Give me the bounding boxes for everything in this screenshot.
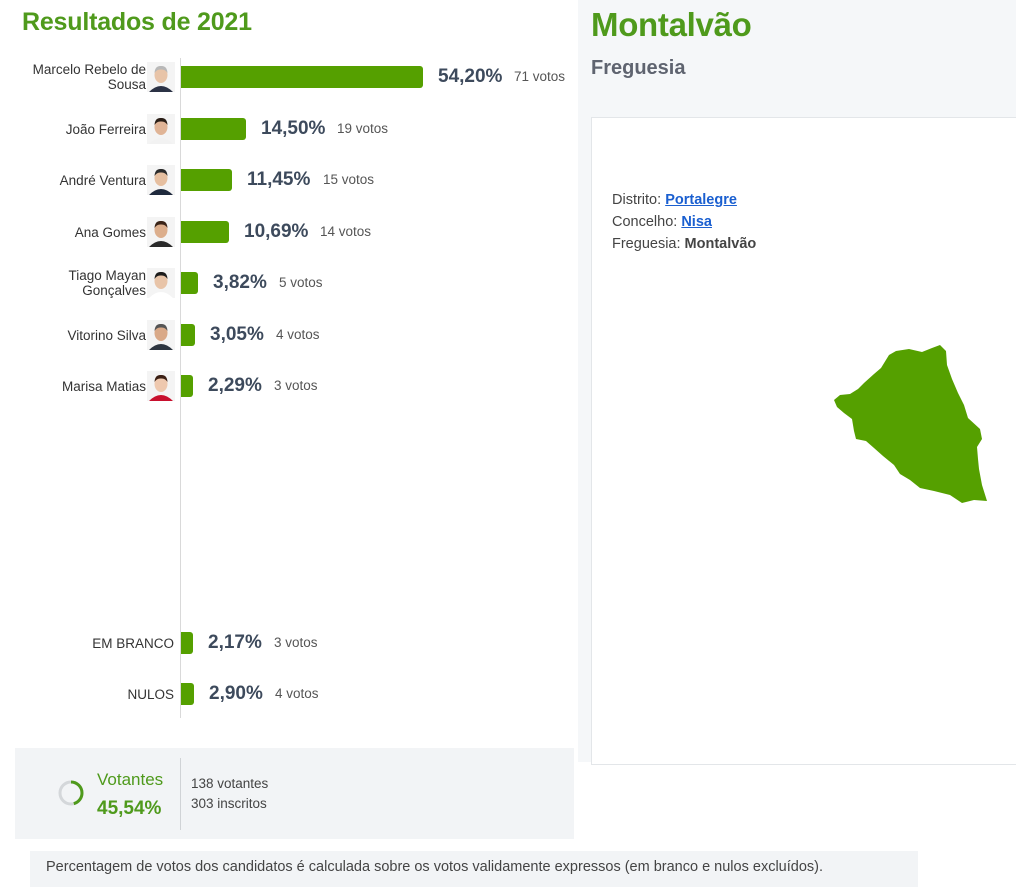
place-type: Freguesia (591, 57, 686, 79)
bar-value-label: 14,50% (261, 118, 326, 139)
chart-bar (181, 169, 232, 191)
candidate-photo-icon (147, 320, 175, 350)
bar-value-label: 10,69% (244, 221, 309, 242)
municipality-link[interactable]: Nisa (681, 214, 712, 230)
results-bar-chart: Marcelo Rebelo de Sousa 54,20% 71 votos Joã… (0, 0, 580, 740)
parish-line: Freguesia: Montalvão (612, 236, 756, 252)
bar-votes-label: 14 votos (320, 224, 372, 239)
chart-row: Marcelo Rebelo de Sousa 54,20% 71 votos (0, 60, 580, 94)
candidate-name: NULOS (127, 686, 174, 702)
results-panel: Resultados de 2021 Marcelo Rebelo de Sou… (0, 0, 580, 839)
bar-value-label: 2,90% (209, 683, 263, 704)
district-label: Distrito: (612, 192, 662, 208)
bar-votes-label: 5 votos (279, 275, 323, 290)
candidate-name: Marcelo Rebelo de Sousa (32, 62, 146, 92)
turnout-label: Votantes (97, 770, 164, 789)
chart-row: Marisa Matias 2,29% 3 votos (0, 369, 580, 403)
chart-bar (181, 272, 198, 294)
bar-value-label: 3,05% (210, 324, 264, 345)
chart-bar (181, 118, 246, 140)
turnout-ring-icon (58, 780, 84, 806)
municipality-line: Concelho: Nisa (612, 214, 712, 230)
chart-axis-line (180, 58, 181, 718)
candidate-name: Marisa Matias (61, 378, 146, 394)
turnout-box: Votantes 45,54% 138 votantes 303 inscrit… (15, 748, 574, 839)
chart-row: Ana Gomes 10,69% 14 votos (0, 215, 580, 249)
candidate-name: EM BRANCO (92, 635, 174, 651)
chart-bar (181, 375, 193, 397)
chart-row: André Ventura 11,45% 15 votos (0, 163, 580, 197)
bar-votes-label: 3 votos (274, 635, 318, 650)
candidate-photo-icon (147, 371, 175, 401)
district-link[interactable]: Portalegre (665, 192, 737, 208)
bar-value-label: 3,82% (213, 272, 267, 293)
parish-map-shape-icon (834, 345, 987, 503)
bar-votes-label: 4 votos (276, 327, 320, 342)
parish-value: Montalvão (684, 236, 757, 252)
chart-row: João Ferreira 14,50% 19 votos (0, 112, 580, 146)
candidate-name: Vitorino Silva (67, 327, 146, 343)
bar-votes-label: 19 votos (337, 121, 389, 136)
chart-row: NULOS 2,90% 4 votos (0, 677, 580, 711)
place-info-card: Distrito: Portalegre Concelho: Nisa Freg… (591, 117, 1016, 765)
candidate-photo-icon (147, 165, 175, 195)
candidate-name: Tiago Mayan Gonçalves (68, 268, 146, 298)
candidate-photo-icon (147, 268, 175, 298)
turnout-voters: 138 votantes (191, 776, 269, 791)
candidate-name: João Ferreira (65, 121, 146, 137)
candidate-photo-icon (147, 62, 175, 92)
candidate-name: Ana Gomes (74, 224, 146, 240)
footnote: Percentagem de votos dos candidatos é ca… (30, 851, 918, 887)
bar-votes-label: 15 votos (323, 172, 375, 187)
candidate-photo-icon (147, 114, 175, 144)
turnout-registered: 303 inscritos (191, 796, 267, 811)
chart-bar (181, 324, 195, 346)
district-line: Distrito: Portalegre (612, 192, 737, 208)
municipality-label: Concelho: (612, 214, 678, 230)
chart-bar (181, 683, 194, 705)
bar-votes-label: 4 votos (275, 686, 319, 701)
bar-value-label: 11,45% (247, 169, 311, 190)
turnout-percent: 45,54% (97, 798, 162, 819)
turnout-divider (180, 758, 181, 830)
bar-value-label: 2,17% (208, 632, 262, 653)
chart-bar (181, 632, 193, 654)
place-panel: Montalvão Freguesia Distrito: Portalegre… (578, 0, 1016, 765)
chart-row: Vitorino Silva 3,05% 4 votos (0, 318, 580, 352)
chart-bar (181, 66, 423, 88)
bar-value-label: 54,20% (438, 66, 503, 87)
bar-votes-label: 3 votos (274, 378, 318, 393)
candidate-photo-icon (147, 217, 175, 247)
parish-label: Freguesia: (612, 236, 681, 252)
candidate-name: André Ventura (59, 172, 146, 188)
results-title: Resultados de 2021 (22, 8, 252, 36)
bar-votes-label: 71 votos (514, 69, 566, 84)
place-name: Montalvão (591, 6, 752, 43)
chart-bar (181, 221, 229, 243)
bar-value-label: 2,29% (208, 375, 262, 396)
chart-row: Tiago Mayan Gonçalves 3,82% 5 votos (0, 266, 580, 300)
chart-row: EM BRANCO 2,17% 3 votos (0, 626, 580, 660)
